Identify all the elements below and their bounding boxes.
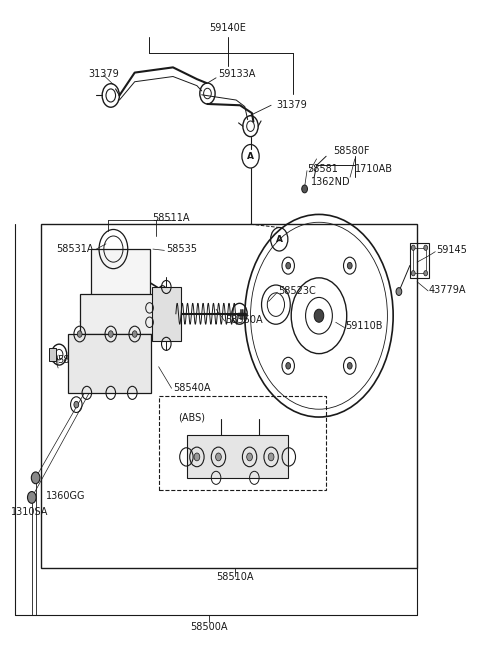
Circle shape (286, 362, 290, 369)
Text: 59133A: 59133A (218, 69, 256, 79)
Text: 58531A: 58531A (57, 244, 94, 254)
Text: 58511A: 58511A (152, 213, 189, 223)
Bar (152, 287, 180, 341)
Bar (41, 224, 417, 568)
Text: A: A (276, 234, 283, 244)
Text: 58540A: 58540A (173, 383, 211, 392)
Text: 43779A: 43779A (429, 284, 467, 295)
Circle shape (108, 331, 113, 337)
Text: 59110B: 59110B (345, 321, 383, 331)
Bar (158, 396, 326, 489)
Text: 58550A: 58550A (226, 314, 263, 325)
Text: 59140E: 59140E (210, 23, 246, 33)
Circle shape (348, 263, 352, 269)
Text: 58535: 58535 (166, 244, 197, 254)
Circle shape (216, 453, 221, 461)
Bar (187, 436, 288, 478)
Circle shape (31, 472, 40, 483)
Bar (48, 348, 56, 361)
Circle shape (74, 402, 79, 408)
Bar (80, 293, 155, 334)
Circle shape (411, 271, 415, 276)
Bar (68, 334, 152, 393)
Text: 31379: 31379 (276, 100, 307, 110)
Circle shape (247, 453, 252, 461)
Text: 58581: 58581 (307, 164, 338, 174)
Bar (91, 249, 151, 296)
Text: 58580F: 58580F (333, 146, 370, 156)
Text: 1360GG: 1360GG (46, 491, 85, 501)
Text: 1710AB: 1710AB (355, 164, 393, 174)
Circle shape (424, 271, 428, 276)
Text: 1310SA: 1310SA (11, 507, 48, 517)
Text: 58523C: 58523C (278, 286, 316, 296)
Text: 58510A: 58510A (216, 572, 254, 582)
Circle shape (424, 245, 428, 250)
Circle shape (396, 288, 402, 295)
Text: A: A (247, 152, 254, 160)
Circle shape (302, 185, 308, 193)
Text: 58500A: 58500A (190, 622, 228, 632)
Circle shape (314, 309, 324, 322)
Circle shape (286, 263, 290, 269)
Circle shape (77, 331, 82, 337)
Circle shape (411, 245, 415, 250)
Text: (ABS): (ABS) (178, 413, 205, 422)
Circle shape (132, 331, 137, 337)
Circle shape (268, 453, 274, 461)
Text: 59145: 59145 (436, 246, 467, 255)
Text: 31379: 31379 (88, 69, 119, 79)
Circle shape (27, 491, 36, 503)
Circle shape (348, 362, 352, 369)
Text: 58775E: 58775E (57, 355, 95, 365)
Circle shape (194, 453, 200, 461)
Text: 1362ND: 1362ND (312, 178, 351, 187)
